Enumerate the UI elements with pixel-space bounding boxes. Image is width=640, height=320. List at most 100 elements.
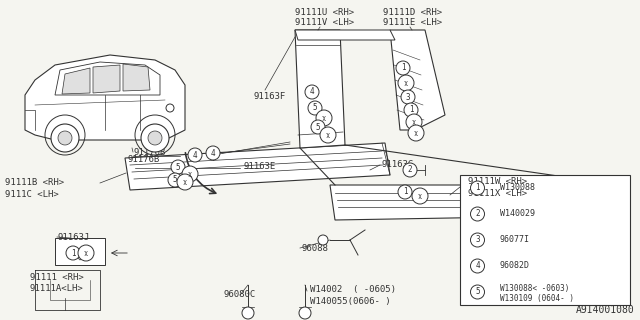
Text: χ: χ <box>183 179 187 185</box>
Polygon shape <box>295 30 345 148</box>
Circle shape <box>470 207 484 221</box>
Circle shape <box>242 307 254 319</box>
Circle shape <box>398 185 412 199</box>
Polygon shape <box>62 68 90 94</box>
Text: 1: 1 <box>475 183 480 193</box>
Circle shape <box>305 85 319 99</box>
Text: 3: 3 <box>406 92 410 101</box>
Text: 91111V <LH>: 91111V <LH> <box>295 18 354 27</box>
Circle shape <box>66 246 80 260</box>
Text: χ: χ <box>404 80 408 86</box>
Text: 91163E: 91163E <box>244 162 276 171</box>
Text: 4: 4 <box>211 148 215 157</box>
Circle shape <box>308 101 322 115</box>
Circle shape <box>177 174 193 190</box>
Text: 96077I: 96077I <box>500 236 530 244</box>
Circle shape <box>320 127 336 143</box>
Circle shape <box>404 103 418 117</box>
Circle shape <box>470 181 484 195</box>
Text: 91111B <RH>: 91111B <RH> <box>5 178 64 187</box>
Text: 91111E <LH>: 91111E <LH> <box>383 18 442 27</box>
Circle shape <box>168 173 182 187</box>
Text: 91111W <RH>: 91111W <RH> <box>468 177 527 186</box>
Text: W130088< -0603): W130088< -0603) <box>500 284 570 293</box>
Circle shape <box>470 233 484 247</box>
Circle shape <box>470 259 484 273</box>
Text: W14002  ( -0605): W14002 ( -0605) <box>310 285 396 294</box>
Text: 91111U <RH>: 91111U <RH> <box>295 8 354 17</box>
Text: 96088: 96088 <box>302 244 329 253</box>
Circle shape <box>299 307 311 319</box>
Text: 5: 5 <box>475 287 480 297</box>
Text: 5: 5 <box>176 163 180 172</box>
Text: 91176B: 91176B <box>133 148 165 157</box>
Text: 2: 2 <box>475 210 480 219</box>
Polygon shape <box>125 143 390 190</box>
Bar <box>460 175 630 305</box>
Text: 91111A<LH>: 91111A<LH> <box>30 284 84 293</box>
Text: 91163J: 91163J <box>57 233 89 242</box>
Text: χ: χ <box>84 250 88 256</box>
Circle shape <box>470 285 484 299</box>
Circle shape <box>148 131 162 145</box>
Circle shape <box>78 245 94 261</box>
Text: 4: 4 <box>193 150 197 159</box>
Circle shape <box>188 148 202 162</box>
Text: 91176B: 91176B <box>128 155 160 164</box>
Circle shape <box>403 163 417 177</box>
Polygon shape <box>390 30 445 130</box>
Polygon shape <box>330 185 625 220</box>
Text: 4: 4 <box>310 87 314 97</box>
Text: 1: 1 <box>401 63 405 73</box>
Circle shape <box>406 114 422 130</box>
Text: 91163F: 91163F <box>253 92 285 101</box>
Polygon shape <box>295 30 395 40</box>
Circle shape <box>206 146 220 160</box>
Circle shape <box>166 104 174 112</box>
Text: 91111 <RH>: 91111 <RH> <box>30 273 84 282</box>
Circle shape <box>398 75 414 91</box>
Text: 96080C: 96080C <box>224 290 256 299</box>
Text: 4: 4 <box>475 261 480 270</box>
Polygon shape <box>55 62 160 95</box>
Text: 1: 1 <box>70 249 76 258</box>
Circle shape <box>51 124 79 152</box>
Text: 1: 1 <box>403 188 407 196</box>
Text: χ: χ <box>322 115 326 121</box>
Circle shape <box>396 61 410 75</box>
Text: χ: χ <box>414 130 418 136</box>
Circle shape <box>316 110 332 126</box>
Polygon shape <box>123 64 150 91</box>
Text: W130088: W130088 <box>500 183 535 193</box>
Circle shape <box>318 235 328 245</box>
Text: 91111D <RH>: 91111D <RH> <box>383 8 442 17</box>
Text: χ: χ <box>418 193 422 199</box>
Circle shape <box>311 120 325 134</box>
Text: χ: χ <box>326 132 330 138</box>
Text: 3: 3 <box>475 236 480 244</box>
Text: 91111X <LH>: 91111X <LH> <box>468 189 527 198</box>
Text: 91163G: 91163G <box>382 160 414 169</box>
Text: 1: 1 <box>409 106 413 115</box>
Text: χ: χ <box>412 119 416 125</box>
Circle shape <box>182 166 198 182</box>
Text: W140029: W140029 <box>500 210 535 219</box>
Circle shape <box>58 131 72 145</box>
Circle shape <box>412 188 428 204</box>
Text: 9111C <LH>: 9111C <LH> <box>5 190 59 199</box>
Polygon shape <box>25 55 185 140</box>
Text: 5: 5 <box>313 103 317 113</box>
Circle shape <box>171 160 185 174</box>
Text: 5: 5 <box>173 175 177 185</box>
Circle shape <box>401 90 415 104</box>
Circle shape <box>141 124 169 152</box>
Text: χ: χ <box>188 171 192 177</box>
Text: 5: 5 <box>316 123 320 132</box>
Polygon shape <box>93 65 120 93</box>
Text: 2: 2 <box>408 165 412 174</box>
Text: A9I4001080: A9I4001080 <box>576 305 635 315</box>
Circle shape <box>408 125 424 141</box>
Text: W130109 (0604- ): W130109 (0604- ) <box>500 293 574 302</box>
Polygon shape <box>55 238 105 265</box>
Text: 96082D: 96082D <box>500 261 530 270</box>
